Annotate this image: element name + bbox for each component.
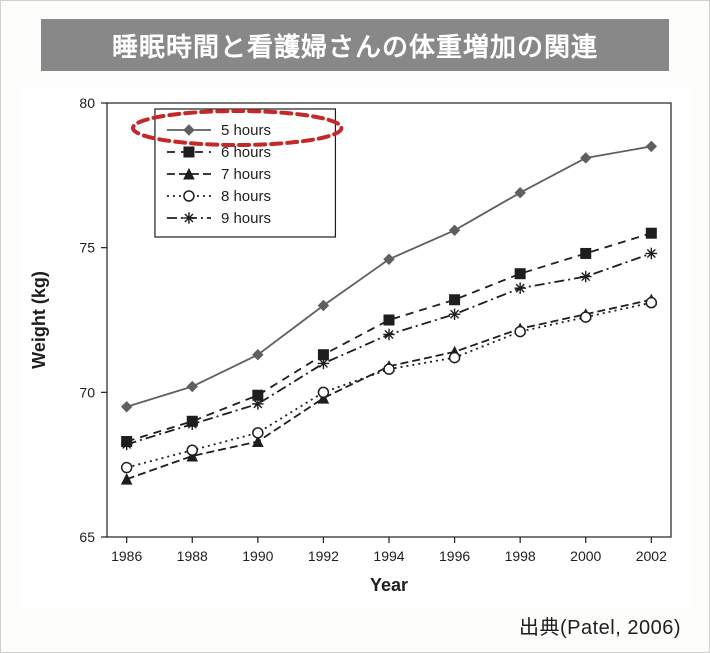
svg-text:75: 75 xyxy=(79,240,95,256)
svg-text:7 hours: 7 hours xyxy=(221,166,271,183)
svg-text:1988: 1988 xyxy=(177,548,208,564)
svg-text:Weight (kg): Weight (kg) xyxy=(29,271,49,369)
svg-text:1986: 1986 xyxy=(111,548,142,564)
page-title-text: 睡眠時間と看護婦さんの体重増加の関連 xyxy=(112,27,598,64)
svg-text:2000: 2000 xyxy=(570,548,601,564)
svg-text:65: 65 xyxy=(79,529,95,545)
svg-text:1990: 1990 xyxy=(242,548,273,564)
svg-text:1998: 1998 xyxy=(505,548,536,564)
svg-text:5 hours: 5 hours xyxy=(221,122,271,139)
svg-text:70: 70 xyxy=(79,384,95,400)
svg-text:9 hours: 9 hours xyxy=(221,210,271,227)
svg-text:1994: 1994 xyxy=(373,548,404,564)
svg-text:80: 80 xyxy=(79,95,95,111)
citation-text: 出典(Patel, 2006) xyxy=(519,611,681,640)
svg-text:8 hours: 8 hours xyxy=(221,188,271,205)
page-root: 睡眠時間と看護婦さんの体重増加の関連 65 70 75 80 1986 1988 1990 1… xyxy=(0,0,710,653)
page-title-bar: 睡眠時間と看護婦さんの体重増加の関連 xyxy=(41,19,669,71)
svg-text:2002: 2002 xyxy=(636,548,667,564)
chart-svg: 65 70 75 80 1986 1988 1990 1992 1994 1996 1998 2000… xyxy=(21,87,691,607)
svg-text:Year: Year xyxy=(370,575,408,595)
svg-text:1992: 1992 xyxy=(308,548,339,564)
svg-text:1996: 1996 xyxy=(439,548,470,564)
chart-container: 65 70 75 80 1986 1988 1990 1992 1994 1996 1998 2000… xyxy=(21,87,691,607)
